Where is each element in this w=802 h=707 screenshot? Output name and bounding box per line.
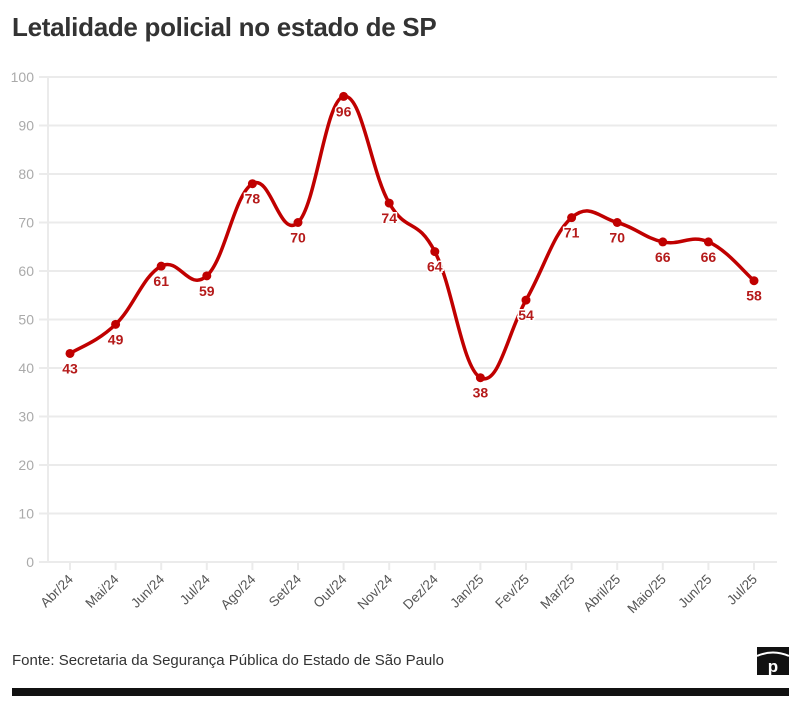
data-point: [521, 295, 531, 305]
data-point: [703, 237, 713, 247]
data-label: 49: [108, 331, 124, 347]
data-label: 54: [518, 307, 534, 323]
x-tick-label: Maio/25: [624, 572, 669, 617]
data-label: 70: [609, 230, 625, 246]
y-tick-label: 70: [18, 215, 34, 231]
y-tick-label: 100: [11, 69, 35, 85]
data-point: [475, 373, 485, 383]
y-axis-ticks: 0 10 20 30 40 50 60 70 80 90 100: [11, 69, 35, 570]
y-tick-label: 90: [18, 118, 34, 134]
x-tick-label: Out/24: [310, 571, 350, 611]
y-tick-label: 50: [18, 312, 34, 328]
data-label: 64: [427, 259, 443, 275]
x-tick-label: Mai/24: [82, 571, 122, 611]
data-label: 66: [701, 249, 717, 265]
data-point: [293, 218, 303, 227]
x-tick-label: Set/24: [266, 571, 305, 610]
y-tick-label: 30: [18, 409, 34, 425]
data-label: 61: [153, 273, 169, 289]
data-label: 43: [62, 360, 78, 376]
x-tick-label: Dez/24: [400, 571, 441, 612]
series-path: [68, 94, 756, 381]
svg-text:p: p: [768, 657, 778, 675]
chart-title: Letalidade policial no estado de SP: [12, 12, 437, 42]
data-point: [247, 179, 257, 189]
data-point: [111, 319, 121, 329]
y-tick-label: 80: [18, 166, 34, 182]
data-points: [65, 91, 759, 383]
data-label: 96: [336, 103, 352, 119]
data-label: 74: [381, 210, 397, 226]
series-line: [68, 94, 756, 381]
x-tick-label: Nov/24: [354, 571, 395, 612]
x-tick-label: Jun/25: [675, 572, 714, 611]
data-labels: 43 49 61 59 78 70 96 74 64 38 54 71 70 66 66 58: [61, 102, 764, 402]
data-point: [339, 91, 349, 101]
data-label: 58: [746, 288, 762, 304]
data-point: [384, 198, 394, 208]
source-note: Fonte: Secretaria da Segurança Pública d…: [12, 652, 444, 669]
data-point: [430, 247, 440, 257]
data-label: 78: [245, 191, 261, 207]
x-tick-label: Abril/25: [580, 572, 623, 615]
bottom-rule: [12, 688, 789, 696]
x-axis-ticks: Abr/24 Mai/24 Jun/24 Jul/24 Ago/24 Set/24 Out/…: [37, 562, 760, 616]
data-label: 70: [290, 230, 306, 246]
y-tick-label: 40: [18, 360, 34, 376]
data-point: [612, 218, 622, 227]
data-point: [567, 213, 577, 223]
data-label: 59: [199, 283, 215, 299]
data-label: 66: [655, 249, 671, 265]
data-label: 38: [473, 385, 489, 401]
x-tick-label: Mar/25: [537, 572, 577, 612]
data-label: 71: [564, 225, 580, 241]
publisher-logo-icon: p: [757, 647, 789, 675]
data-point: [202, 271, 212, 281]
y-tick-label: 20: [18, 457, 34, 473]
data-point: [65, 348, 75, 358]
x-tick-label: Fev/25: [492, 572, 532, 612]
x-tick-label: Jul/25: [724, 572, 760, 608]
gridlines: [39, 76, 777, 563]
x-tick-label: Ago/24: [218, 571, 259, 612]
data-point: [658, 237, 668, 247]
data-point: [156, 261, 166, 271]
x-tick-label: Jun/24: [128, 571, 168, 611]
y-tick-label: 10: [18, 506, 34, 522]
x-tick-label: Jul/24: [177, 571, 213, 607]
x-tick-label: Abr/24: [37, 571, 76, 610]
x-tick-label: Jan/25: [447, 572, 486, 611]
data-point: [749, 276, 759, 286]
y-tick-label: 0: [26, 554, 34, 570]
y-tick-label: 60: [18, 263, 34, 279]
